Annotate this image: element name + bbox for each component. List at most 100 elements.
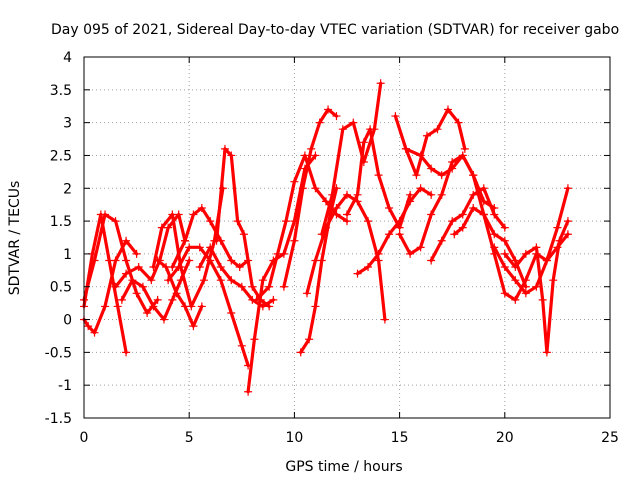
data-point-marker [500,263,509,272]
data-point-marker [450,230,459,239]
data-point-marker [172,289,181,298]
y-tick-label: 1.5 [50,214,72,230]
series-trace-sat-track-15 [299,186,339,354]
data-point-marker [111,282,120,291]
data-point-marker [300,151,309,160]
data-point-marker [199,276,208,285]
data-point-marker [521,249,530,258]
y-tick-label: 3.5 [50,83,72,99]
series-trace-sat-track-1 [82,212,128,354]
data-point-marker [437,190,446,199]
data-point-marker [511,295,520,304]
data-point-marker [511,263,520,272]
data-point-marker [490,230,499,239]
data-point-marker [448,164,457,173]
data-point-marker [168,210,177,219]
data-point-marker [90,328,99,337]
data-point-marker [269,295,278,304]
data-point-marker [317,230,326,239]
data-point-marker [122,236,131,245]
data-point-marker [553,223,562,232]
data-point-marker [252,295,261,304]
data-point-marker [122,269,131,278]
series-trace-sat-track-5 [120,258,191,322]
data-point-marker [549,276,558,285]
data-point-marker [366,125,375,134]
y-tick-label: 3 [63,116,72,132]
data-point-marker [490,243,499,252]
data-point-marker [168,263,177,272]
series-trace-sat-track-12 [246,153,317,394]
data-point-marker [206,256,215,265]
series-trace-sat-track-11 [198,245,275,308]
data-point-marker [511,276,520,285]
data-point-marker [343,190,351,199]
data-point-marker [422,131,431,140]
data-point-marker [281,217,290,226]
data-point-marker [500,223,509,232]
data-point-marker [437,236,446,245]
data-point-marker [338,125,347,134]
data-point-marker [454,118,463,127]
data-point-marker [239,230,248,239]
data-point-marker [315,118,324,127]
data-point-marker [101,302,110,311]
data-point-marker [206,243,215,252]
axis-ticks: 0 5 10 15 20 25 -1.5 -1 -0.5 0 0.5 1 1.5 2 2.5 3 3.5 4 [45,50,619,446]
plot-frame [83,56,611,419]
y-tick-label: 2.5 [50,148,72,164]
data-point-marker [391,112,400,121]
data-point-marker [374,171,383,180]
data-point-marker [180,302,189,311]
data-point-marker [90,256,99,265]
data-point-marker [395,217,404,226]
data-point-marker [227,256,236,265]
data-point-marker [227,151,236,160]
data-point-marker [149,263,158,272]
data-point-marker [185,243,194,252]
data-point-marker [143,308,152,317]
x-tick-label: 20 [496,430,514,446]
data-point-marker [311,151,320,160]
data-point-marker [427,256,436,265]
data-point-marker [147,276,156,285]
data-point-marker [401,144,410,153]
data-point-marker [563,184,572,193]
data-point-marker [157,223,166,232]
data-point-marker [189,210,198,219]
data-point-marker [380,315,389,324]
data-point-marker [500,249,509,258]
x-axis-title: GPS time / hours [285,459,402,475]
y-tick-label: 1 [63,247,72,263]
data-point-marker [343,210,351,219]
data-point-marker [479,184,488,193]
data-point-marker [332,203,341,212]
data-point-marker [216,263,225,272]
data-point-marker [311,256,320,265]
data-point-marker [563,217,572,226]
data-point-marker [235,263,244,272]
data-point-marker [307,144,316,153]
data-series [80,79,572,396]
data-point-marker [416,151,425,160]
data-point-marker [521,276,530,285]
data-point-marker [101,210,110,219]
data-point-marker [469,190,478,199]
data-point-marker [290,236,299,245]
series-trace-sat-track-26 [492,186,570,295]
data-point-marker [153,295,162,304]
data-point-marker [353,269,362,278]
chart-title: Day 095 of 2021, Sidereal Day-to-day VTE… [51,22,619,38]
data-point-marker [469,203,478,212]
data-point-marker [159,315,168,324]
y-tick-label: 2 [63,181,72,197]
data-point-marker [443,105,452,114]
data-point-marker [180,236,189,245]
data-point-marker [359,138,368,147]
series-trace-sat-track-24 [452,206,528,289]
data-point-marker [197,302,206,311]
data-point-marker [311,184,320,193]
data-point-marker [195,243,204,252]
series-trace-sat-track-19 [355,186,433,276]
